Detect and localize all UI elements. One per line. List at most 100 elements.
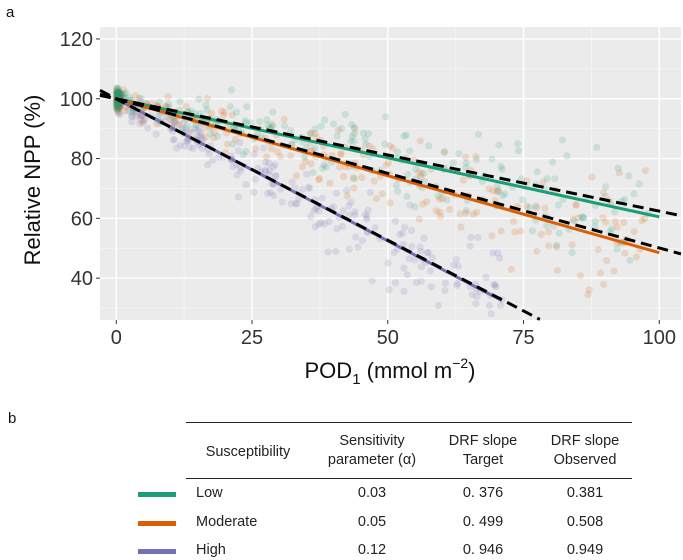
data-point [144, 124, 152, 132]
data-point [137, 117, 145, 125]
data-point [424, 249, 432, 257]
data-point [405, 255, 413, 263]
x-tick-label: 75 [512, 327, 534, 349]
data-point [613, 245, 621, 253]
data-point [514, 140, 522, 148]
data-point [114, 90, 122, 98]
data-point [453, 281, 461, 289]
data-point [338, 222, 346, 230]
data-point [287, 200, 295, 208]
data-point [231, 135, 239, 143]
data-point [116, 104, 124, 112]
data-point [185, 128, 193, 136]
data-point [496, 254, 504, 262]
y-axis-label: Relative NPP (%) [20, 95, 45, 266]
data-point [482, 273, 490, 281]
data-point [523, 202, 531, 210]
data-point [114, 84, 122, 92]
data-point [321, 220, 329, 228]
data-point [457, 223, 465, 231]
data-point [173, 144, 181, 152]
data-point [112, 90, 121, 98]
data-point [270, 191, 278, 199]
data-point [209, 134, 217, 142]
data-point [227, 86, 235, 94]
data-point [343, 186, 351, 194]
data-point [115, 90, 123, 98]
data-point [264, 121, 272, 129]
data-point [197, 134, 206, 142]
data-point [425, 142, 433, 150]
data-point [334, 126, 342, 134]
data-point [113, 88, 121, 97]
data-point [115, 102, 123, 110]
data-point [495, 186, 503, 194]
data-point [403, 193, 411, 201]
data-point [350, 137, 358, 145]
data-point [415, 168, 423, 176]
data-point [473, 208, 481, 216]
data-point [350, 175, 358, 183]
data-point [321, 116, 329, 124]
data-point [533, 247, 541, 255]
data-point [233, 171, 241, 179]
data-point [417, 247, 425, 255]
data-point [312, 205, 320, 213]
header-sensitivity-line1: Sensitivity [339, 433, 405, 449]
data-point [116, 110, 124, 118]
data-point [226, 103, 234, 111]
data-point [419, 200, 427, 208]
row-label: Low [196, 485, 223, 501]
data-point [113, 102, 121, 110]
data-point [135, 94, 143, 102]
data-point [450, 261, 458, 269]
data-point [423, 249, 432, 257]
data-point [510, 217, 518, 225]
data-point [310, 207, 318, 215]
data-point [533, 168, 541, 176]
data-point [116, 102, 124, 110]
data-point [242, 147, 250, 155]
data-point [114, 101, 123, 109]
data-point [320, 161, 328, 169]
data-point [204, 161, 212, 169]
data-point [423, 198, 431, 206]
data-point [572, 201, 580, 209]
data-point [247, 119, 255, 127]
data-point [213, 132, 222, 140]
header-sensitivity-line2: parameter (α) [327, 452, 417, 468]
data-point [112, 101, 121, 109]
row-label: High [196, 542, 226, 558]
data-point [113, 90, 121, 98]
data-point [392, 181, 400, 189]
data-point [155, 98, 163, 106]
data-point [630, 228, 638, 236]
data-point [330, 120, 338, 128]
data-point [394, 148, 402, 156]
data-point [533, 204, 541, 212]
data-point [407, 226, 416, 234]
row-observed: 0.508 [566, 514, 604, 530]
grid-lines [100, 27, 681, 320]
data-point [532, 202, 540, 210]
data-point [492, 283, 500, 291]
x-tick-label: 25 [241, 327, 263, 349]
data-point [265, 166, 274, 175]
data-point [599, 214, 607, 222]
x-tick-label: 0 [111, 327, 122, 349]
target-line-low [99, 93, 682, 218]
x-axis-label: POD1 (mmol m−2) [305, 355, 476, 388]
data-point [220, 108, 228, 116]
data-point [187, 129, 195, 137]
header-sensitivity: Sensitivity parameter (α) [310, 432, 434, 470]
data-point [350, 123, 358, 131]
data-point [128, 118, 136, 126]
data-point [115, 91, 123, 99]
data-point [180, 142, 188, 150]
data-point [307, 129, 315, 137]
data-point [113, 90, 121, 99]
data-point [507, 265, 515, 273]
data-point [183, 137, 191, 145]
data-point [121, 107, 129, 115]
data-point [217, 107, 225, 115]
